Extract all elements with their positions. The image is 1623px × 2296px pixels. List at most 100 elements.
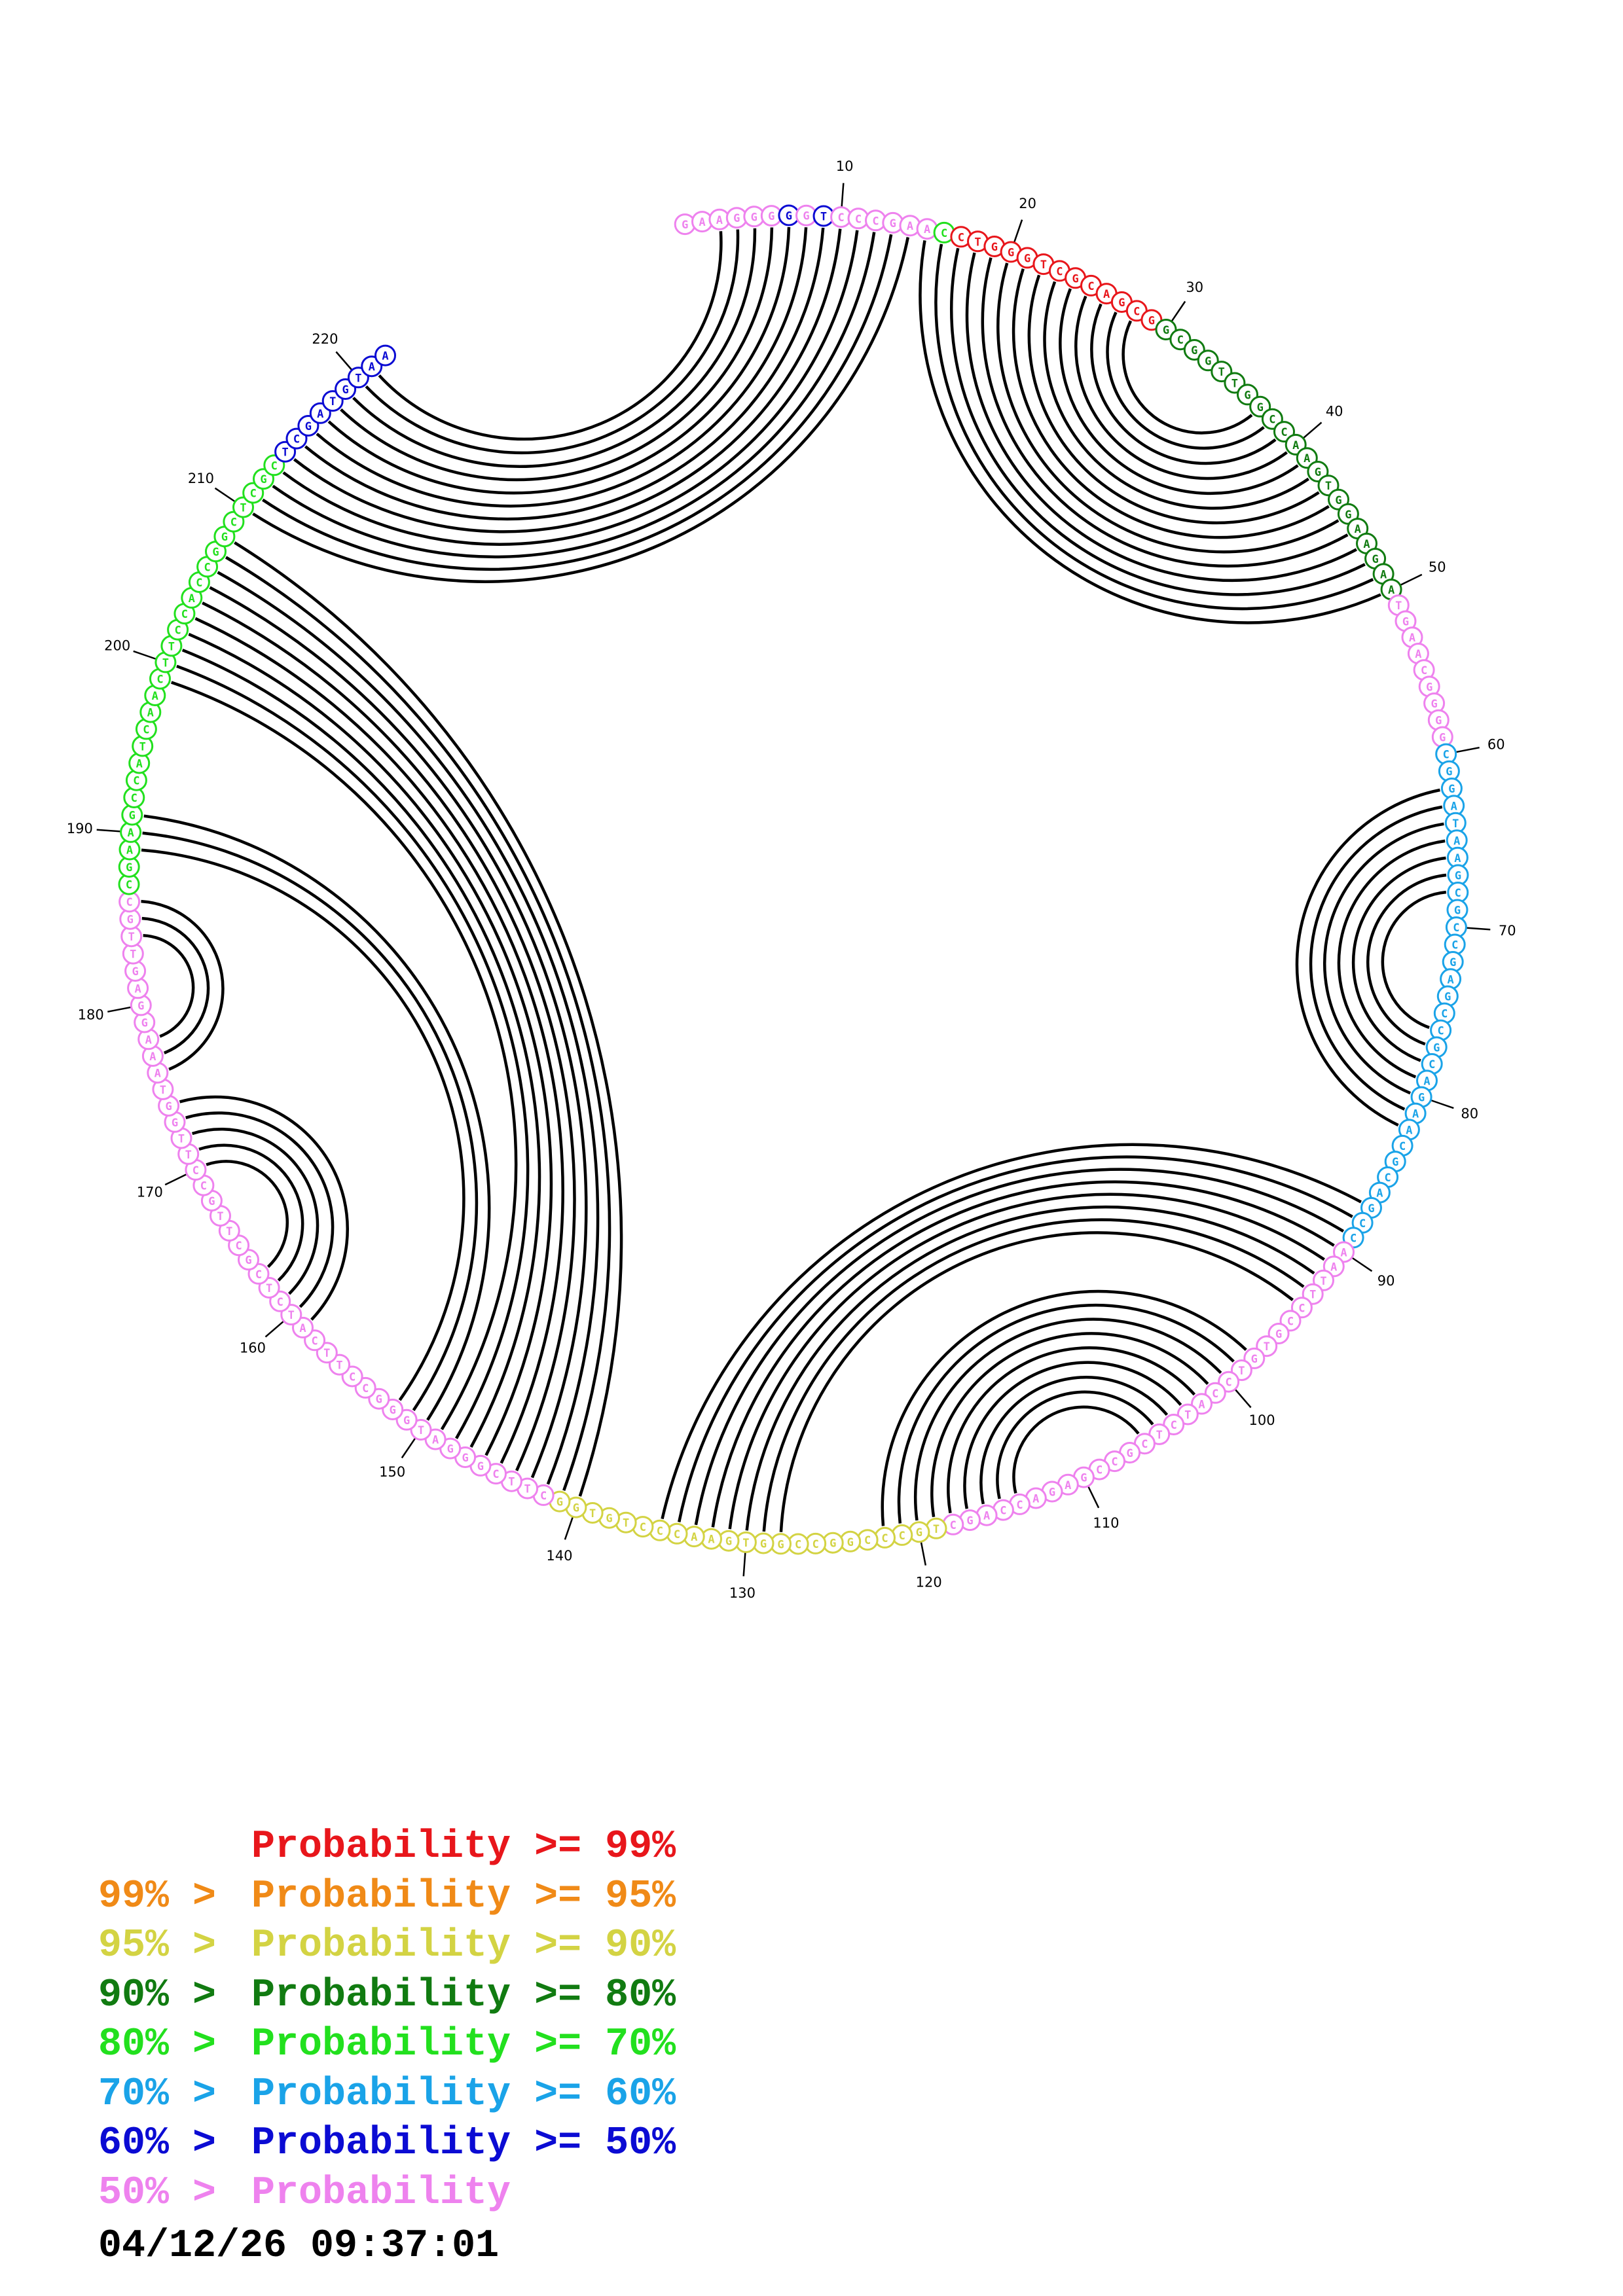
legend-prefix: 99% > — [98, 1874, 217, 1919]
base-pair-arc — [913, 1318, 1222, 1521]
position-label: 210 — [188, 471, 214, 486]
residue-letter: T — [336, 1359, 342, 1372]
residue: G — [674, 213, 696, 236]
base-pair-arc — [304, 227, 825, 521]
timestamp: 04/12/26 09:37:01 — [98, 2224, 500, 2269]
residue-letter: G — [1191, 344, 1197, 357]
residue-letter: G — [137, 999, 144, 1013]
residue-letter: C — [1000, 1505, 1006, 1518]
legend-label: Probability — [251, 1825, 511, 1869]
position-label: 110 — [1093, 1515, 1119, 1531]
residue-letter: C — [196, 577, 202, 590]
legend-label: Probability — [251, 1924, 511, 1968]
residue-letter: C — [192, 1164, 199, 1177]
residue-ring: G A A G G G G G T C C C G A A C C T G G G TCGCAGCGGCGGTTGGCCA… — [118, 204, 1469, 1555]
position-label: 90 — [1377, 1273, 1395, 1289]
legend-prefix: 50% > — [98, 2170, 217, 2215]
residue-letter: C — [156, 673, 163, 687]
base-pair-arc — [1043, 281, 1309, 510]
base-pair-arc — [919, 240, 1381, 624]
position-tick — [1430, 1099, 1454, 1109]
residue-letter: T — [288, 1309, 295, 1322]
residue: A — [1368, 1181, 1391, 1204]
residue-letter: C — [1087, 280, 1094, 293]
residue-letter: G — [1454, 905, 1461, 918]
legend-suffix: >= 90% — [534, 1924, 676, 1968]
base-pair-arc — [252, 237, 910, 583]
residue-letter: G — [127, 914, 134, 927]
residue: C — [149, 668, 171, 690]
base-pair-arcs — [141, 226, 1447, 1532]
residue-letter: G — [573, 1502, 579, 1515]
position-label: 180 — [78, 1007, 104, 1023]
residue-letter: G — [129, 810, 136, 823]
residue-letter: T — [323, 1347, 330, 1360]
legend-label: Probability — [251, 2170, 511, 2215]
base-pair-arc — [1059, 288, 1299, 495]
residue-letter: G — [165, 1100, 172, 1113]
residue-letter: C — [864, 1534, 871, 1547]
base-pair-arc — [1337, 839, 1446, 1079]
base-pair-arc — [282, 230, 859, 546]
residue-letter: T — [240, 502, 246, 515]
residue-letter: A — [155, 1067, 161, 1081]
residue-letter: T — [329, 395, 336, 408]
base-pair-arc — [728, 1193, 1325, 1530]
residue-letter: A — [708, 1534, 714, 1547]
residue-letter: A — [1330, 1261, 1337, 1274]
residue-letter: A — [126, 844, 133, 857]
residue-letter: G — [462, 1452, 468, 1465]
residue-letter: T — [1452, 817, 1459, 831]
residue-letter: T — [524, 1483, 530, 1496]
residue-letter: A — [1032, 1493, 1039, 1506]
residue-letter: G — [1008, 246, 1014, 259]
residue: A — [141, 1045, 164, 1067]
residue: A — [976, 1504, 998, 1526]
residue-letter: G — [682, 219, 688, 232]
base-pair-arc — [191, 1128, 319, 1295]
residue-letter: A — [127, 827, 134, 840]
residue-letter: T — [185, 1149, 192, 1162]
residue-letter: A — [691, 1531, 697, 1544]
base-pair-arc — [185, 1111, 335, 1308]
residue-letter: A — [1103, 288, 1110, 301]
base-pair-arc — [1027, 274, 1320, 525]
residue-letter: G — [1315, 466, 1321, 479]
legend-prefix: 80% > — [98, 2022, 217, 2067]
base-pair-arc — [217, 571, 600, 1485]
residue-letter: G — [172, 1117, 178, 1130]
residue-letter: C — [126, 879, 132, 892]
residue: C — [185, 1158, 207, 1181]
residue-letter: G — [916, 1526, 922, 1539]
residue-letter: C — [181, 608, 188, 621]
position-tick — [1399, 573, 1423, 586]
position-label: 50 — [1429, 560, 1446, 575]
position-label: 160 — [240, 1340, 266, 1356]
residue-letter: C — [899, 1530, 905, 1543]
residue-letter: A — [432, 1434, 439, 1447]
residue: G — [164, 1111, 186, 1133]
legend-suffix: >= 50% — [534, 2121, 676, 2166]
position-label: 80 — [1461, 1106, 1478, 1122]
residue-letter: C — [293, 433, 300, 446]
residue-letter: A — [1415, 648, 1421, 661]
position-ticks: 10 20 30 40 50 60 70 80 90 100 110 120 130 140 150 160 1… — [67, 158, 1516, 1601]
legend-row: 95% > Probability >= 90% — [98, 1922, 676, 1971]
residue-letter: G — [1244, 389, 1250, 402]
base-pair-arc — [340, 227, 774, 482]
residue-letter: A — [1304, 452, 1310, 465]
base-pair-arc — [1106, 312, 1265, 450]
residue-letter: A — [147, 707, 154, 720]
residue: A — [147, 1062, 169, 1084]
residue-letter: C — [1455, 887, 1461, 900]
base-pair-arc — [779, 1231, 1294, 1532]
residue-letter: G — [208, 1195, 215, 1208]
legend-row: 99% > Probability >= 95% — [98, 1873, 676, 1922]
residue: A — [128, 752, 151, 774]
residue-letter: C — [1429, 1058, 1435, 1071]
residue-letter: A — [1198, 1398, 1205, 1411]
residue-letter: C — [540, 1490, 547, 1503]
residue-letter: G — [768, 210, 775, 223]
residue: G — [1119, 1442, 1141, 1463]
residue: G — [1072, 1466, 1095, 1488]
